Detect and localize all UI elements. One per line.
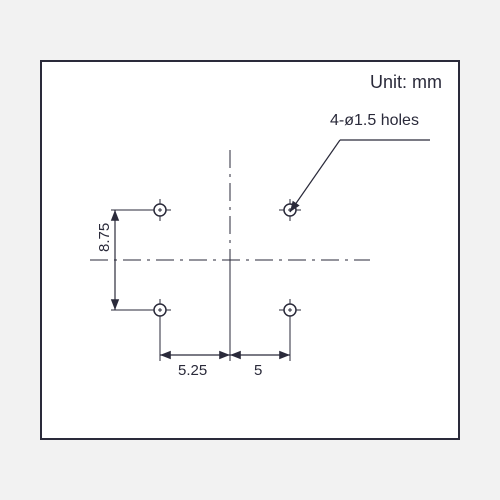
dim-vertical-value: 8.75 (96, 223, 113, 252)
callout-leader (290, 140, 340, 212)
dim-h2-value: 5 (254, 362, 262, 379)
callout-label: 4-ø1.5 holes (330, 112, 419, 130)
unit-label: Unit: mm (370, 72, 442, 93)
dim-h1-value: 5.25 (178, 362, 207, 379)
